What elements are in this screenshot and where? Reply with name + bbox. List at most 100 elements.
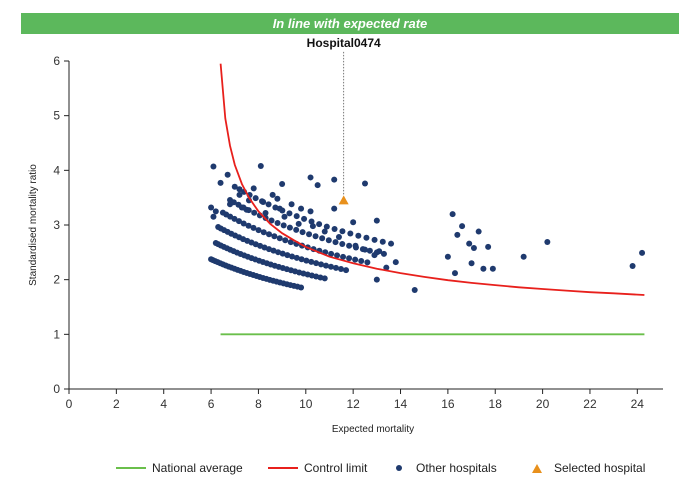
hospital-point xyxy=(347,230,354,237)
y-tick-label: 2 xyxy=(53,273,60,287)
hospital-point xyxy=(332,264,339,271)
hospital-point xyxy=(306,231,313,238)
hospital-point xyxy=(282,237,289,244)
hospital-point xyxy=(480,265,487,272)
hospital-point xyxy=(331,225,338,232)
hospital-point xyxy=(250,185,257,192)
hospital-point xyxy=(293,254,300,261)
hospital-point xyxy=(459,223,466,230)
hospital-point xyxy=(236,186,243,193)
x-tick-label: 2 xyxy=(113,397,120,411)
hospital-point xyxy=(358,258,365,265)
legend-others-swatch xyxy=(396,465,402,471)
hospital-point xyxy=(284,252,291,259)
x-tick-label: 8 xyxy=(255,397,262,411)
hospital-point xyxy=(257,162,264,169)
x-tick-label: 12 xyxy=(346,397,360,411)
x-tick-label: 4 xyxy=(160,397,167,411)
y-tick-label: 4 xyxy=(53,163,60,177)
hospital-point xyxy=(475,228,482,235)
hospital-point xyxy=(355,232,362,239)
hospital-point xyxy=(316,221,323,228)
hospital-point xyxy=(449,211,456,218)
selected-hospital-label: Hospital0474 xyxy=(307,36,381,50)
hospital-point xyxy=(331,205,338,212)
hospital-point xyxy=(245,222,252,229)
hospital-point xyxy=(276,235,283,242)
y-tick-label: 0 xyxy=(53,382,60,396)
x-tick-label: 20 xyxy=(536,397,550,411)
hospital-point xyxy=(252,195,259,202)
hospital-point xyxy=(298,284,305,291)
hospital-point xyxy=(346,255,353,262)
legend-others-label: Other hospitals xyxy=(416,461,497,475)
hospital-point xyxy=(319,235,326,242)
hospital-point xyxy=(314,182,321,189)
hospital-point xyxy=(489,265,496,272)
hospital-point xyxy=(307,174,314,181)
result-banner: In line with expected rate xyxy=(21,13,679,34)
hospital-point xyxy=(383,264,390,271)
hospital-point xyxy=(321,275,328,282)
y-tick-label: 6 xyxy=(53,54,60,68)
other-hospitals-series xyxy=(208,162,646,294)
hospital-point xyxy=(328,250,335,257)
legend-control-swatch xyxy=(268,467,298,469)
hospital-point xyxy=(340,253,347,260)
hospital-point xyxy=(299,229,306,236)
hospital-point xyxy=(337,266,344,273)
hospital-point xyxy=(321,228,328,235)
hospital-point xyxy=(451,270,458,277)
hospital-point xyxy=(325,237,332,244)
legend-control-limit: Control limit xyxy=(268,458,367,478)
hospital-point xyxy=(298,256,305,263)
hospital-point xyxy=(286,224,293,231)
y-tick-label: 1 xyxy=(53,327,60,341)
hospital-point xyxy=(629,263,636,269)
hospital-point xyxy=(208,204,215,211)
hospital-point xyxy=(301,215,308,222)
hospital-point xyxy=(318,261,325,268)
hospital-point xyxy=(298,205,305,212)
hospital-point xyxy=(286,210,293,217)
hospital-point xyxy=(212,208,219,215)
legend-selected-hospital: Selected hospital xyxy=(522,458,645,478)
hospital-point xyxy=(362,180,368,187)
hospital-point xyxy=(269,191,276,198)
hospital-point xyxy=(364,259,371,266)
y-axis-label: Standardised mortality ratio xyxy=(28,164,39,286)
hospital-point xyxy=(274,195,281,202)
hospital-point xyxy=(308,218,315,225)
hospital-point xyxy=(639,249,646,256)
hospital-point xyxy=(265,201,272,208)
x-tick-label: 0 xyxy=(66,397,73,411)
hospital-point xyxy=(231,215,238,222)
hospital-point xyxy=(371,236,378,243)
hospital-point xyxy=(240,204,247,211)
hospital-point xyxy=(313,260,320,267)
hospital-point xyxy=(235,201,242,208)
hospital-point xyxy=(544,238,551,245)
hospital-point xyxy=(331,176,338,183)
hospital-point xyxy=(289,253,296,260)
hospital-point xyxy=(270,247,277,254)
x-tick-label: 14 xyxy=(394,397,408,411)
hospital-point xyxy=(380,250,387,257)
hospital-point xyxy=(444,253,451,260)
hospital-point xyxy=(454,231,461,238)
hospital-point xyxy=(251,209,258,216)
hospital-point xyxy=(468,260,475,267)
hospital-point xyxy=(260,229,267,236)
hospital-point xyxy=(288,201,295,208)
hospital-point xyxy=(339,228,346,235)
hospital-point xyxy=(293,226,300,233)
hospital-point xyxy=(235,218,242,225)
x-tick-label: 24 xyxy=(631,397,645,411)
hospital-point xyxy=(295,220,302,227)
hospital-point xyxy=(279,207,286,214)
control-limit-line xyxy=(219,63,645,296)
hospital-point xyxy=(352,256,359,263)
hospital-point xyxy=(272,204,279,211)
hospital-point xyxy=(275,249,282,256)
x-tick-label: 18 xyxy=(489,397,503,411)
